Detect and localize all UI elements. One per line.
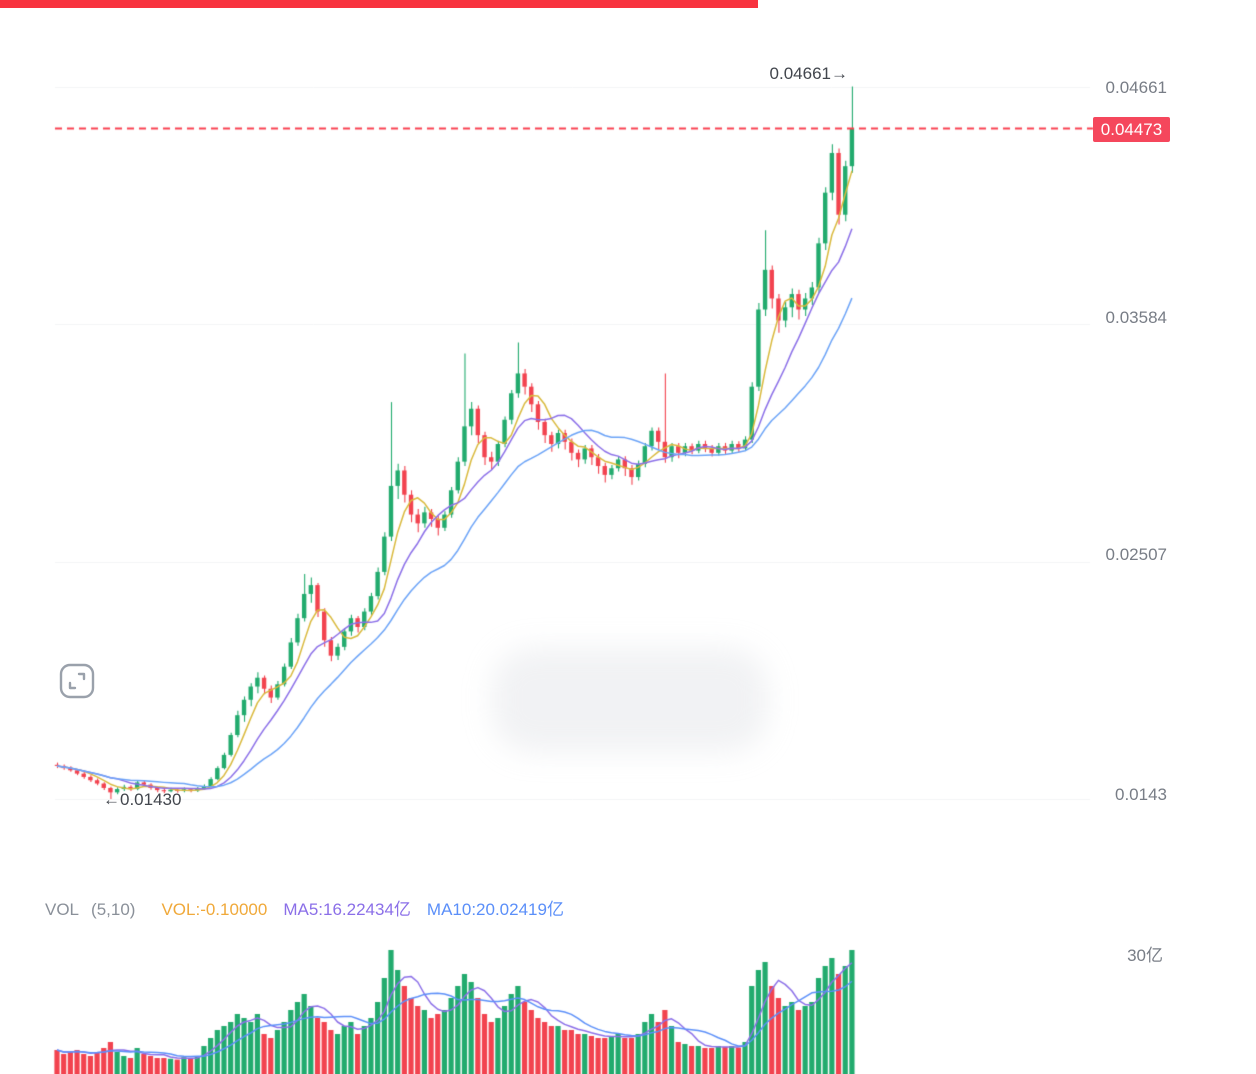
price-axis-label: 0.03584 (1105, 308, 1167, 327)
volume-params-label: (5,10) (91, 900, 136, 919)
volume-axis-label: 30亿 (1127, 946, 1163, 965)
top-red-bar (0, 0, 758, 8)
high-price-annotation: 0.04661→ (769, 64, 848, 83)
watermark-blur (492, 648, 768, 752)
price-axis-label: 0.04661 (1105, 78, 1167, 97)
low-price-annotation: ←0.01430 (103, 790, 182, 809)
volume-legend[interactable]: VOL (5,10) VOL:-0.10000 MA5:16.22434亿 MA… (45, 895, 564, 920)
volume-chart-canvas[interactable] (0, 880, 1256, 1074)
expand-icon (59, 663, 95, 698)
fullscreen-expand-button[interactable] (56, 661, 98, 703)
last-price-badge: 0.04473 (1093, 117, 1170, 142)
price-axis-label: 0.02507 (1105, 545, 1167, 564)
price-chart-canvas[interactable] (0, 0, 1256, 880)
volume-ma10-label: MA10:20.02419亿 (426, 900, 564, 919)
volume-indicator-label: VOL (45, 900, 80, 919)
volume-value-label: VOL:-0.10000 (161, 900, 268, 919)
price-axis-label: 0.0143 (1115, 785, 1167, 804)
volume-ma5-label: MA5:16.22434亿 (283, 900, 411, 919)
